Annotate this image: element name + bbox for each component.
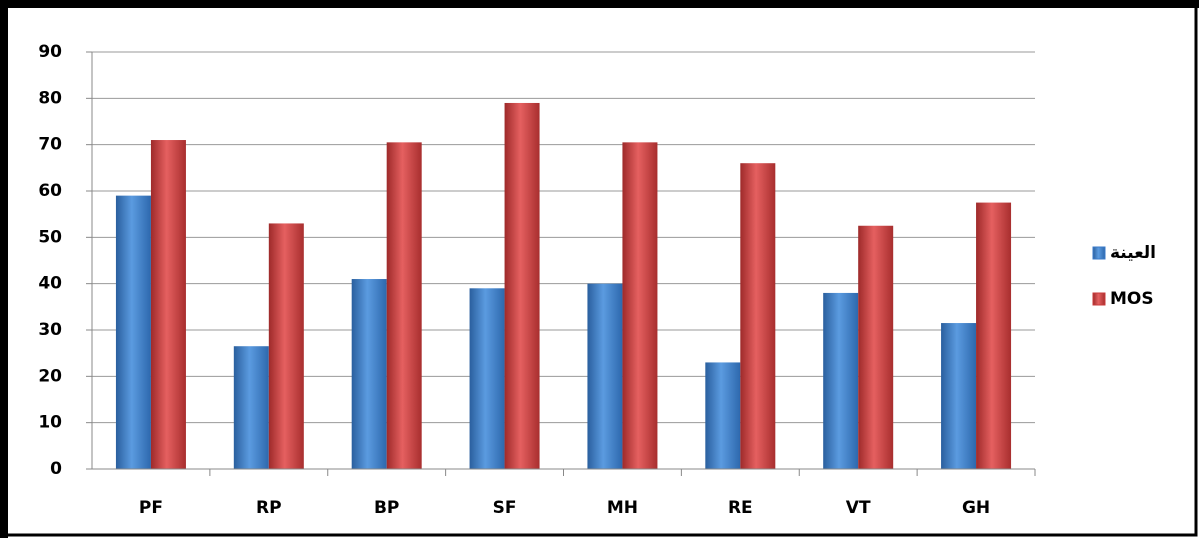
y-tick-label: 30 [38, 320, 62, 340]
frame-top [0, 0, 1199, 8]
bar [233, 346, 269, 469]
bar [823, 292, 859, 469]
bar [351, 279, 387, 469]
legend-swatch [1092, 246, 1106, 260]
y-tick-label: 0 [50, 459, 62, 479]
bar [705, 362, 741, 469]
y-tick-label: 80 [38, 88, 62, 108]
bar [469, 288, 505, 469]
bar [941, 323, 977, 469]
y-tick-label: 20 [38, 366, 62, 386]
legend-label: MOS [1110, 289, 1154, 309]
y-tick-label: 10 [38, 413, 62, 433]
legend-swatch [1092, 292, 1106, 306]
bar [976, 202, 1012, 470]
y-tick-label: 90 [38, 42, 62, 62]
bar [740, 163, 776, 469]
x-tick-label: GH [962, 498, 990, 518]
bar [115, 195, 151, 469]
legend-label: العينة [1110, 243, 1156, 263]
x-tick-label: RE [728, 498, 753, 518]
bar [858, 225, 894, 469]
y-tick-label: 50 [38, 227, 62, 247]
y-tick-label: 70 [38, 135, 62, 155]
x-tick-label: BP [374, 498, 399, 518]
bar [150, 140, 186, 470]
y-tick-label: 40 [38, 274, 62, 294]
bar [386, 142, 422, 469]
bar [587, 283, 623, 469]
bar [268, 223, 304, 469]
y-tick-label: 60 [38, 181, 62, 201]
x-tick-label: VT [846, 498, 871, 518]
bar [504, 102, 540, 469]
x-tick-label: RP [256, 498, 282, 518]
x-tick-label: PF [139, 498, 163, 518]
bar [622, 142, 658, 469]
x-tick-label: SF [493, 498, 517, 518]
frame-left [0, 0, 8, 538]
x-tick-label: MH [607, 498, 638, 518]
